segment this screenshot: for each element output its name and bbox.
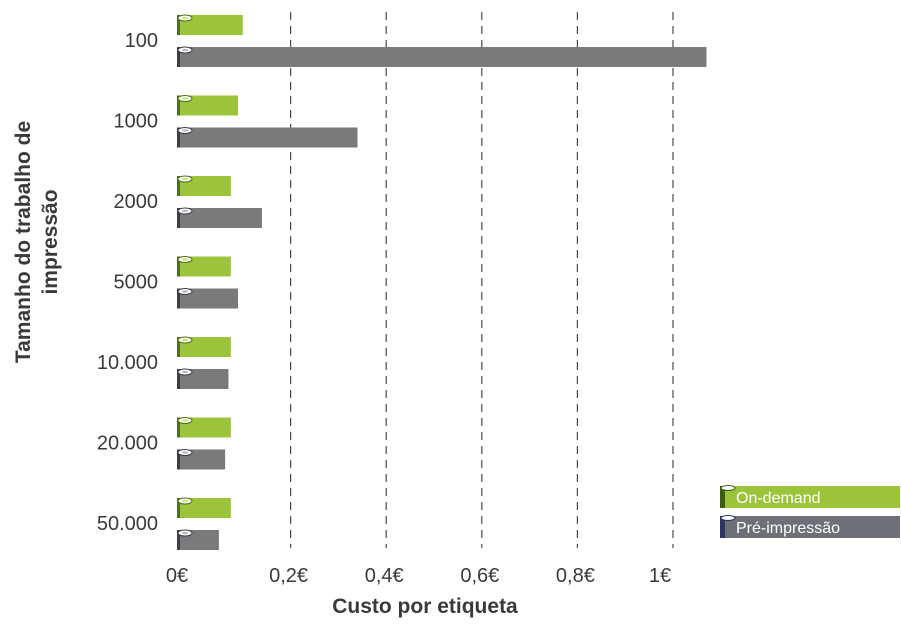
legend-swatch	[720, 486, 900, 508]
bar-pre-impressao-5000-edge	[177, 288, 180, 309]
y-tick-label-50.000: 50.000	[97, 513, 158, 535]
legend-item-pre-impressao: Pré-impressão	[720, 515, 900, 538]
y-tick-label-1000: 1000	[114, 111, 159, 133]
y-tick-label-20.000: 20.000	[97, 433, 158, 455]
x-tick-label-3: 0,6€	[460, 565, 499, 587]
x-tick-labels: 0€ 0,2€ 0,4€ 0,6€ 0,8€ 1€	[166, 565, 671, 587]
y-axis-title: Tamanho do trabalho de impressão	[12, 121, 62, 363]
legend-swatch	[720, 516, 900, 538]
bar-on-demand-20.000-core-inner	[182, 419, 188, 422]
bar-pre-impressao-1000-core-inner	[182, 129, 188, 132]
bar-pre-impressao-1000-body	[177, 127, 358, 148]
bar-on-demand-10.000-edge	[177, 337, 180, 357]
bar-pre-impressao-20.000	[177, 449, 226, 470]
grid-lines	[290, 12, 674, 548]
bar-on-demand-5000-edge	[177, 256, 180, 277]
bar-on-demand-20.000	[177, 417, 231, 438]
bar-pre-impressao-2000-core-inner	[182, 209, 188, 213]
y-axis-title-line-1: Tamanho do trabalho de	[12, 121, 35, 363]
bar-pre-impressao-50.000-edge	[177, 530, 180, 550]
y-axis-title-line-2: impressão	[39, 189, 62, 294]
bar-on-demand-1000-body	[177, 95, 239, 116]
bar-pre-impressao-100-core-inner	[182, 48, 188, 52]
bar-on-demand-50.000	[177, 497, 231, 518]
bar-pre-impressao-2000-edge	[177, 208, 180, 228]
x-tick-label-5: 1€	[649, 565, 671, 587]
bars	[177, 14, 707, 550]
bar-on-demand-2000	[177, 175, 231, 196]
legend-swatch-edge	[720, 486, 725, 508]
bar-pre-impressao-20.000-edge	[177, 449, 180, 470]
bar-on-demand-100-core-inner	[182, 16, 188, 20]
bar-on-demand-10.000	[177, 336, 231, 357]
bar-pre-impressao-2000	[177, 207, 262, 228]
bar-on-demand-100-edge	[177, 15, 180, 35]
legend-label: Pré-impressão	[736, 520, 840, 537]
x-tick-label-2: 0,4€	[365, 565, 404, 587]
bar-on-demand-1000-edge	[177, 95, 180, 116]
bar-pre-impressao-1000-edge	[177, 127, 180, 148]
bar-pre-impressao-5000	[177, 288, 239, 309]
bar-on-demand-2000-edge	[177, 176, 180, 196]
bar-on-demand-100-body	[177, 15, 243, 35]
y-tick-label-10.000: 10.000	[97, 352, 158, 374]
legend-item-on-demand: On-demand	[720, 485, 900, 508]
bar-pre-impressao-1000	[177, 127, 358, 148]
bar-pre-impressao-100	[177, 46, 707, 67]
bar-pre-impressao-5000-core-inner	[182, 290, 188, 293]
legend-swatch-edge	[720, 516, 725, 538]
x-tick-label-0: 0€	[166, 565, 188, 587]
bar-pre-impressao-2000-body	[177, 208, 262, 228]
bar-on-demand-2000-core-inner	[182, 177, 188, 181]
bar-pre-impressao-50.000-core-inner	[182, 531, 188, 535]
bar-on-demand-5000	[177, 256, 231, 277]
bar-pre-impressao-5000-body	[177, 288, 239, 309]
bar-on-demand-10.000-core-inner	[182, 338, 188, 342]
y-tick-label-5000: 5000	[114, 272, 159, 294]
y-tick-label-100: 100	[125, 30, 158, 52]
bar-pre-impressao-100-edge	[177, 47, 180, 67]
x-axis-title: Custo por etiqueta	[332, 595, 518, 618]
x-tick-label-4: 0,8€	[556, 565, 595, 587]
bar-pre-impressao-50.000	[177, 529, 219, 550]
legend: On-demand Pré-impressão	[720, 485, 900, 538]
bar-on-demand-100	[177, 14, 243, 35]
y-tick-label-2000: 2000	[114, 191, 159, 213]
bar-on-demand-50.000-core-inner	[182, 499, 188, 503]
bar-pre-impressao-20.000-core-inner	[182, 451, 188, 454]
legend-label: On-demand	[736, 490, 821, 507]
bar-pre-impressao-10.000-core-inner	[182, 370, 188, 374]
bar-on-demand-50.000-edge	[177, 498, 180, 518]
bar-pre-impressao-100-body	[177, 47, 707, 67]
y-tick-labels: 100 1000 2000 5000 10.000 20.000 50.000	[97, 30, 158, 535]
bar-on-demand-5000-core-inner	[182, 258, 188, 261]
bar-on-demand-20.000-edge	[177, 417, 180, 438]
bar-on-demand-1000	[177, 95, 239, 116]
x-tick-label-1: 0,2€	[269, 565, 308, 587]
bar-pre-impressao-10.000	[177, 368, 229, 389]
legend-core	[720, 485, 736, 491]
bar-on-demand-1000-core-inner	[182, 97, 188, 100]
legend-core	[720, 515, 736, 521]
bar-pre-impressao-10.000-edge	[177, 369, 180, 389]
